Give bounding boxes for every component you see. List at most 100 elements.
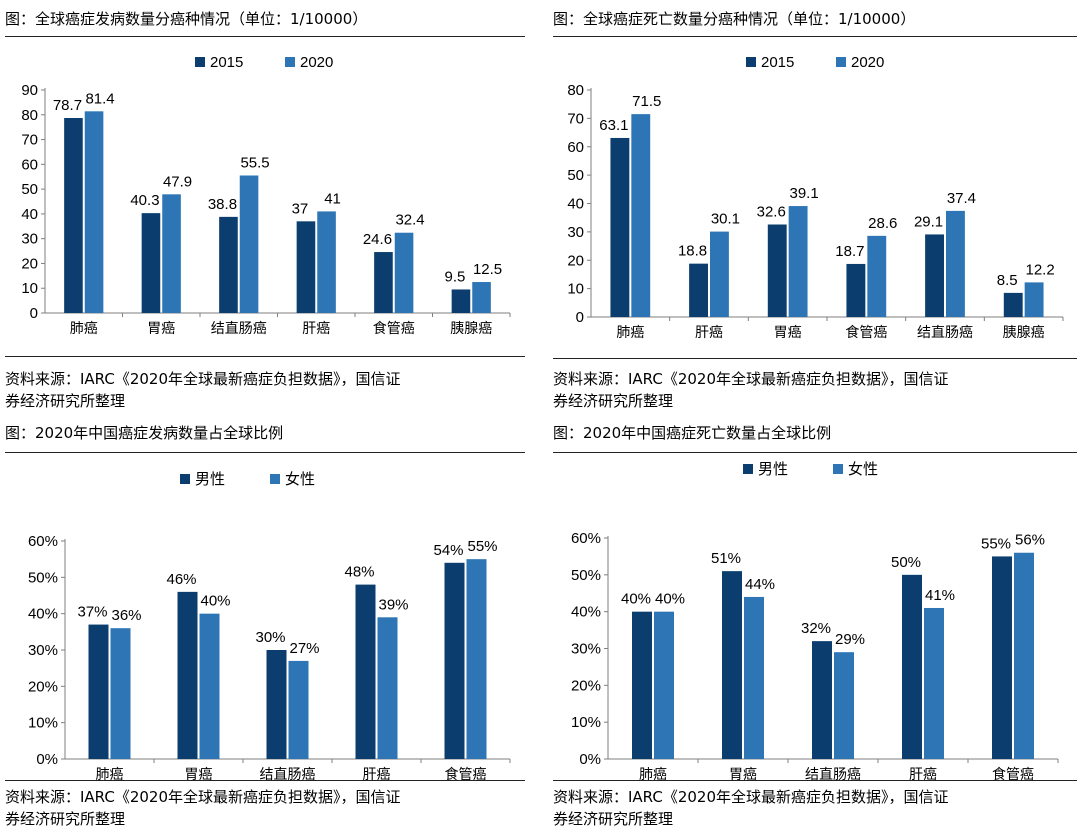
- data-label-series-1: 18.8: [678, 243, 707, 260]
- bar-series-2: [1024, 282, 1044, 317]
- legend-swatch-1: [746, 57, 756, 67]
- bar-series-2: [834, 652, 854, 759]
- title-rule: [553, 36, 1077, 37]
- bar-series-2: [394, 232, 414, 313]
- y-tick-label: 50: [567, 167, 584, 184]
- y-tick-label: 50%: [571, 567, 601, 584]
- y-tick-label: 0%: [36, 751, 58, 768]
- bar-series-1: [266, 650, 287, 759]
- bar-series-1: [374, 252, 393, 313]
- y-tick-label: 80: [567, 82, 584, 99]
- x-tick-label: 结直肠癌: [211, 320, 267, 337]
- bar-series-1: [355, 584, 376, 759]
- data-label-series-2: 37.4: [947, 190, 976, 207]
- chart-panel-mortality-china-share: 图：2020年中国癌症死亡数量占全球比例 男性 女性 0% 10% 20% 30% 40% 5…: [553, 420, 1077, 840]
- y-tick-label: 0%: [579, 751, 601, 768]
- legend-label-2: 2020: [851, 54, 884, 71]
- chart-title: 图：全球癌症发病数量分癌种情况（单位：1/10000）: [5, 10, 368, 28]
- y-tick-label: 30: [21, 231, 38, 248]
- bar-series-2: [867, 235, 887, 317]
- x-tick-label: 肝癌: [302, 321, 330, 337]
- data-label-series-2: 56%: [1015, 532, 1045, 549]
- x-tick-label: 肺癌: [70, 321, 98, 337]
- x-tick-label: 胃癌: [729, 767, 757, 780]
- data-label-series-1: 50%: [891, 554, 921, 571]
- bar-series-2: [788, 206, 808, 317]
- data-label-series-1: 18.7: [835, 243, 864, 260]
- source-line-2: 券经济研究所整理: [553, 810, 674, 828]
- data-label-series-2: 81.4: [85, 90, 114, 107]
- y-tick-label: 70: [567, 110, 584, 127]
- data-label-series-2: 41: [324, 190, 341, 207]
- chart-panel-incidence-china-share: 图：2020年中国癌症发病数量占全球比例 男性 女性 0% 10% 20% 30% 40% 5…: [5, 420, 525, 840]
- bar-series-2: [654, 611, 674, 759]
- y-tick-label: 80: [21, 107, 38, 124]
- bar-series-2: [710, 231, 729, 317]
- bar-series-1: [846, 263, 866, 317]
- legend-label-1: 2015: [761, 54, 794, 71]
- data-label-series-1: 32.6: [757, 203, 786, 220]
- bar-series-1: [767, 224, 787, 317]
- source-line-2: 券经济研究所整理: [5, 392, 126, 410]
- bar-series-2: [110, 628, 131, 759]
- y-tick-label: 10: [21, 280, 38, 297]
- data-label-series-2: 12.5: [473, 261, 502, 278]
- title-rule: [553, 452, 1077, 453]
- bar-series-2: [377, 617, 398, 759]
- x-tick-label: 胰腺癌: [450, 321, 492, 337]
- bar-series-1: [88, 624, 109, 759]
- y-tick-label: 50: [21, 181, 38, 198]
- data-label-series-2: 55%: [467, 538, 497, 555]
- bar-chart-mortality-global: 2015 2020 0 10 20 30 40 50 60 70 80 肺癌 63.171.5 肝癌 18.…: [567, 54, 1064, 341]
- bar-series-1: [451, 289, 471, 313]
- source-rule: [553, 780, 1077, 781]
- data-label-series-2: 36%: [111, 607, 141, 624]
- legend-label-1: 男性: [195, 470, 225, 488]
- y-tick-label: 20%: [571, 677, 601, 694]
- chart-title: 图：2020年中国癌症发病数量占全球比例: [5, 424, 284, 442]
- x-tick-label: 肝癌: [909, 767, 937, 780]
- bar-series-1: [64, 117, 83, 313]
- data-label-series-1: 9.5: [445, 268, 466, 285]
- bar-series-1: [902, 574, 922, 759]
- bar-series-2: [631, 114, 651, 318]
- source-line-1: 资料来源：IARC《2020年全球最新癌症负担数据》，国信证: [5, 788, 401, 806]
- y-tick-label: 10: [567, 281, 584, 298]
- source-note: 资料来源：IARC《2020年全球最新癌症负担数据》，国信证 券经济研究所整理: [553, 368, 949, 412]
- chart-panel-mortality-global: 图：全球癌症死亡数量分癌种情况（单位：1/10000） 2015 2020 0 10 2…: [553, 0, 1077, 420]
- bar-series-2: [239, 175, 259, 313]
- y-tick-label: 60%: [28, 533, 58, 550]
- x-tick-label: 肺癌: [639, 767, 667, 780]
- source-line-1: 资料来源：IARC《2020年全球最新癌症负担数据》，国信证: [5, 370, 401, 388]
- data-label-series-1: 48%: [344, 564, 374, 581]
- bar-series-2: [1014, 552, 1034, 759]
- bar-series-1: [219, 216, 238, 313]
- y-tick-label: 40: [567, 196, 584, 213]
- data-label-series-1: 24.6: [363, 231, 392, 248]
- chart-title: 图：全球癌症死亡数量分癌种情况（单位：1/10000）: [553, 10, 916, 28]
- bar-series-1: [141, 213, 161, 313]
- data-label-series-1: 55%: [981, 535, 1011, 552]
- bar-series-2: [162, 194, 181, 313]
- legend-label-2: 女性: [848, 460, 878, 478]
- data-label-series-2: 27%: [289, 640, 319, 657]
- y-tick-label: 30: [567, 224, 584, 241]
- y-tick-label: 20: [21, 255, 38, 272]
- data-label-series-1: 78.7: [53, 97, 82, 114]
- data-label-series-2: 32.4: [395, 212, 424, 229]
- source-rule: [553, 358, 1077, 359]
- y-tick-label: 60: [567, 139, 584, 156]
- data-label-series-1: 37: [292, 200, 309, 217]
- y-tick-label: 0: [576, 309, 584, 326]
- y-tick-label: 60%: [571, 530, 601, 547]
- data-label-series-1: 51%: [711, 550, 741, 567]
- bar-series-1: [925, 234, 944, 317]
- title-rule: [5, 452, 525, 453]
- data-label-series-1: 40.3: [130, 192, 159, 209]
- y-tick-label: 20: [567, 252, 584, 269]
- bar-chart-incidence-global: 2015 2020 0 10 20 30 40 50 60 70 80 90 肺癌 78.7 81.4 胃癌 4…: [21, 54, 511, 337]
- source-note: 资料来源：IARC《2020年全球最新癌症负担数据》，国信证 券经济研究所整理: [5, 368, 401, 412]
- data-label-series-2: 29%: [835, 631, 865, 648]
- data-label-series-2: 12.2: [1026, 261, 1055, 278]
